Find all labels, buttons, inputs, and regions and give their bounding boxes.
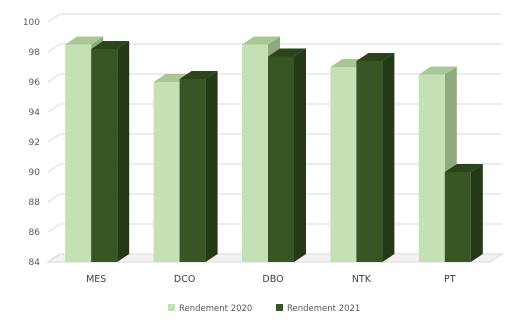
- gridline-diag: [47, 223, 61, 233]
- x-tick-label: DCO: [174, 274, 195, 285]
- bar-side: [470, 164, 483, 262]
- bar-dco-2: [179, 71, 218, 262]
- x-tick-label: MES: [86, 274, 106, 285]
- bar-front: [65, 44, 92, 262]
- y-tick-label: 84: [29, 258, 41, 268]
- y-tick-label: 88: [29, 198, 41, 208]
- bar-front: [444, 172, 471, 262]
- gridline-diag: [47, 193, 61, 203]
- gridline-diag: [47, 133, 61, 143]
- bar-top: [418, 66, 457, 75]
- bar-ntk-2: [356, 53, 395, 262]
- x-tick-label: PT: [444, 274, 456, 285]
- bar-front: [91, 49, 118, 262]
- gridline-diag: [47, 73, 61, 83]
- bar-top: [268, 48, 306, 57]
- legend: Rendement 2020 Rendement 2021: [168, 304, 360, 314]
- gridline-diag: [47, 43, 61, 53]
- bar-side: [294, 48, 306, 262]
- bar-front: [179, 79, 206, 262]
- bar-top: [356, 53, 395, 61]
- y-tick-label: 100: [23, 18, 40, 28]
- y-tick-label: 98: [29, 48, 41, 58]
- y-tick-label: 92: [29, 138, 40, 148]
- x-axis: MES DCO DBO NTK PT: [86, 274, 456, 285]
- bar-side: [382, 53, 395, 262]
- gridline-diag: [47, 163, 61, 173]
- bar-front: [418, 74, 445, 262]
- legend-label: Rendement 2020: [179, 304, 252, 314]
- bar-front: [330, 67, 357, 262]
- y-tick-label: 86: [29, 228, 41, 238]
- bar-front: [242, 44, 268, 262]
- bar-front: [356, 61, 383, 262]
- legend-swatch: [276, 304, 283, 311]
- bar-dbo-2: [268, 48, 306, 262]
- legend-label: Rendement 2021: [287, 304, 360, 314]
- y-axis: 84 86 88 90 92 94 96 98 100: [23, 18, 40, 268]
- bar-top: [91, 41, 130, 49]
- legend-swatch: [168, 304, 175, 311]
- bar-top: [242, 36, 280, 45]
- bar-mes-2: [91, 41, 130, 262]
- x-tick-label: DBO: [262, 274, 283, 285]
- bar-top: [444, 164, 483, 172]
- y-tick-label: 90: [29, 168, 41, 178]
- y-tick-label: 94: [29, 108, 41, 118]
- bar-pt-2: [444, 164, 483, 262]
- bar-top: [179, 71, 218, 79]
- bar-front: [268, 56, 294, 262]
- gridline-diag: [47, 13, 61, 23]
- bar-front: [153, 82, 180, 262]
- gridline-diag: [47, 103, 61, 113]
- bars: [65, 36, 483, 262]
- x-tick-label: NTK: [352, 274, 372, 285]
- y-tick-label: 96: [29, 78, 41, 88]
- bar-side: [117, 41, 130, 262]
- bar-side: [205, 71, 218, 262]
- bar-top: [65, 36, 104, 45]
